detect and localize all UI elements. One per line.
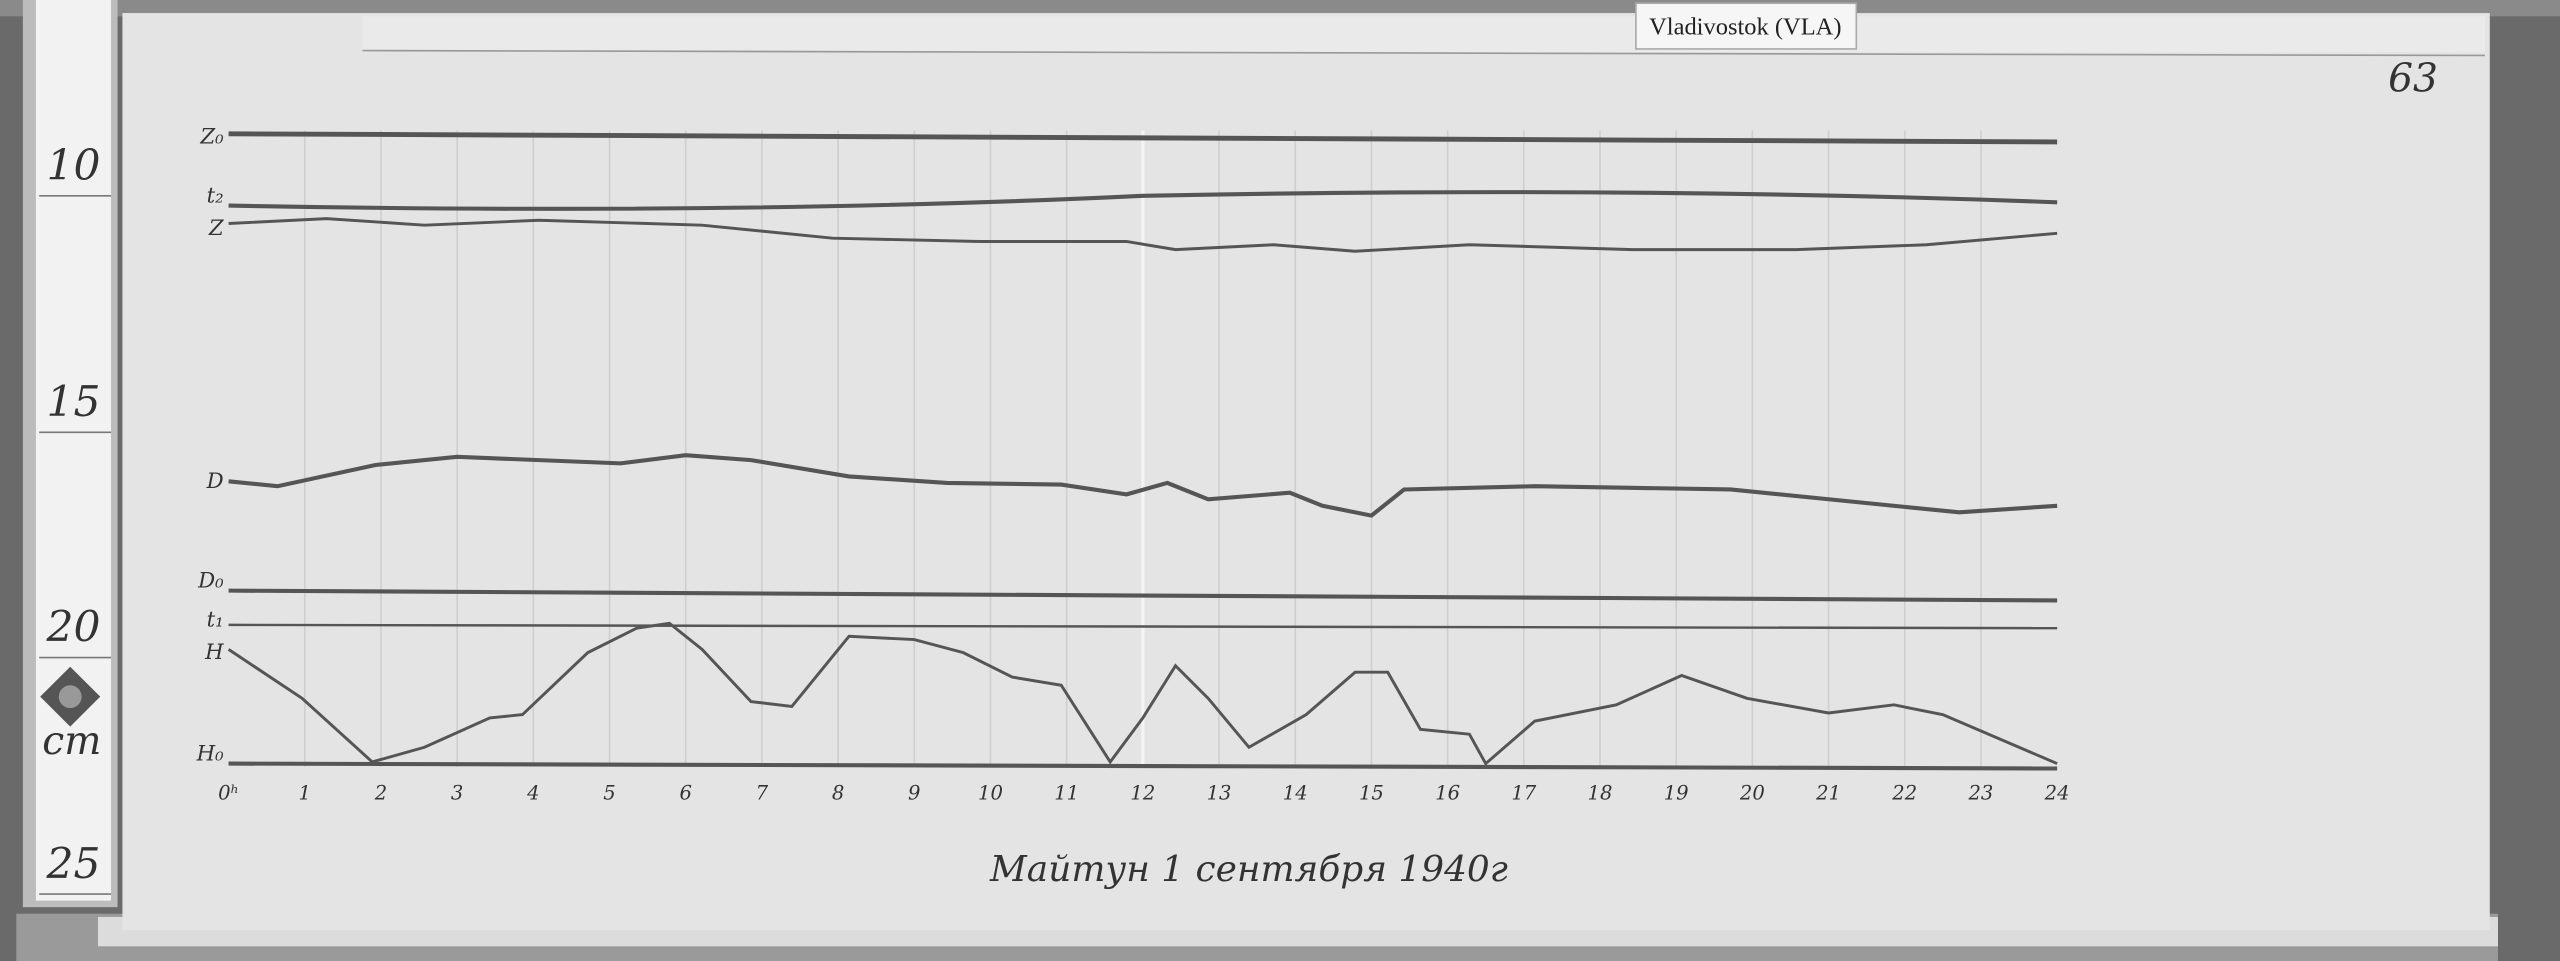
hour-label: 22	[1891, 781, 1917, 804]
hour-label: 9	[908, 781, 920, 804]
hour-label: 17	[1511, 781, 1536, 804]
trace-label: t₁	[207, 608, 224, 633]
hour-label: 23	[1967, 781, 1993, 804]
trace-label: D	[206, 469, 224, 494]
hour-label: 12	[1130, 781, 1155, 804]
ruler-mark: 10	[46, 141, 100, 190]
t1-trace	[228, 623, 2058, 630]
hour-label: 10	[978, 781, 1003, 804]
hour-label: 2	[374, 781, 387, 804]
trace-label: H₀	[196, 741, 224, 766]
hour-label: 19	[1664, 781, 1689, 804]
ruler-ticks: 10 15 20 25	[39, 141, 112, 895]
hour-label: 3	[451, 781, 463, 804]
h-trace	[227, 621, 2058, 766]
ruler-mark: 20	[45, 603, 100, 652]
hour-label: 11	[1054, 781, 1079, 804]
ruler-badge-center	[58, 685, 82, 709]
d0-baseline	[228, 588, 2058, 603]
hour-label: 21	[1815, 781, 1841, 804]
d-trace	[228, 453, 2058, 518]
hour-grid	[303, 130, 1982, 767]
h0-baseline	[228, 761, 2058, 771]
hour-label: 5	[603, 781, 615, 804]
z-trace	[228, 217, 2058, 253]
trace-label: Z	[208, 216, 225, 241]
ruler-mark: 25	[45, 840, 100, 889]
ruler-mark: 15	[46, 378, 100, 427]
hour-label: 6	[679, 781, 691, 804]
traces	[227, 131, 2058, 771]
hour-label: 15	[1359, 781, 1384, 804]
t2-trace	[228, 190, 2058, 211]
hour-label: 1	[299, 781, 311, 804]
trace-labels: Z₀ t₂ Z D D₀ t₁ H H₀	[196, 125, 225, 767]
trace-label: Z₀	[199, 125, 224, 150]
ruler	[35, 0, 112, 901]
hour-label: 16	[1435, 781, 1460, 804]
hour-label: 20	[1739, 781, 1765, 804]
hour-label: 14	[1283, 781, 1308, 804]
paper-strip	[362, 16, 2485, 53]
top-edge	[0, 0, 2560, 17]
station-tag	[1635, 2, 1858, 50]
hour-label: 24	[2044, 781, 2070, 804]
hour-labels: 0ʰ 1 2 3 4 5 6 7 8 9 10 11 12 13 14 15 16 17 18 19 20 21 22 23 2…	[218, 781, 2070, 804]
sheet-number: 63	[2388, 56, 2438, 101]
strip-edge	[362, 49, 2485, 57]
ruler-unit: cm	[42, 719, 101, 764]
hour-label: 18	[1588, 781, 1613, 804]
trace-label: t₂	[207, 183, 224, 208]
caption: Майтун 1 сентября 1940г	[989, 849, 1508, 890]
trace-label: D₀	[197, 568, 224, 593]
hour-label: 0ʰ	[218, 781, 239, 804]
trace-label: H	[204, 640, 224, 665]
hour-label: 8	[832, 781, 844, 804]
hour-label: 4	[526, 781, 539, 804]
station-label: Vladivostok (VLA)	[1649, 13, 1841, 40]
hour-label: 7	[756, 781, 769, 804]
z0-baseline	[228, 131, 2058, 145]
paper	[122, 13, 2490, 931]
hour-label: 13	[1207, 781, 1232, 804]
